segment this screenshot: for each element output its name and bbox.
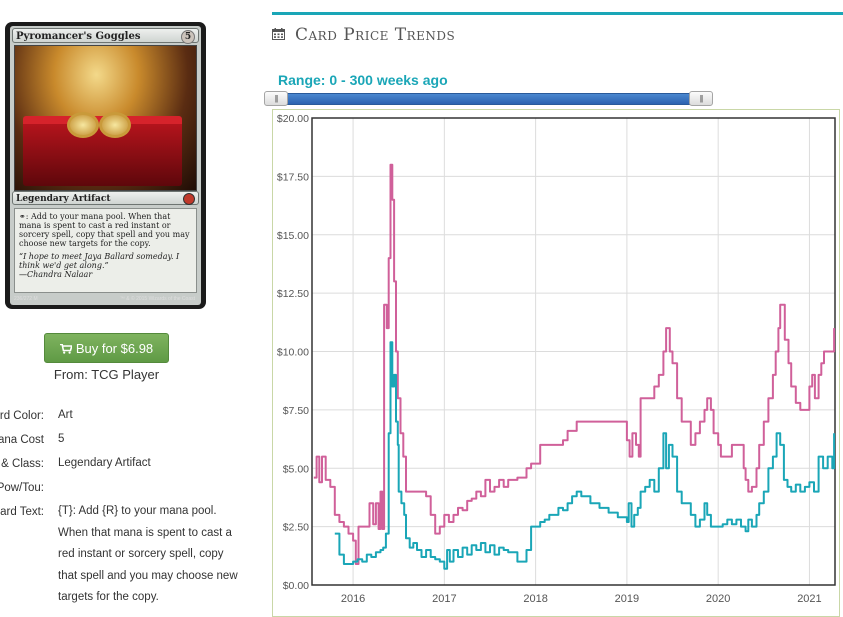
- buy-button-label: Buy for $6.98: [75, 341, 154, 356]
- detail-label: Pow/Tou:: [0, 482, 44, 494]
- card-type-line: Legendary Artifact: [16, 194, 111, 204]
- y-tick-label: $5.00: [283, 463, 309, 475]
- card-rules-text: ⚭: Add to your mana pool. When that mana…: [19, 212, 192, 248]
- detail-value: 5: [58, 433, 65, 445]
- y-tick-label: $0.00: [283, 580, 309, 592]
- card-title-bar: Pyromancer's Goggles 5: [12, 28, 199, 44]
- chart-series: [313, 163, 836, 570]
- card-collector-number: 236/272 M: [14, 296, 38, 302]
- detail-label: Type & Class:: [0, 458, 44, 470]
- detail-value: Art: [58, 409, 73, 421]
- chart-y-axis: $20.00 $17.50 $15.00 $12.50 $10.00 $7.50 $5.00…: [277, 113, 309, 592]
- range-label: Range: 0 - 300 weeks ago: [278, 72, 448, 88]
- set-symbol-icon: [183, 193, 195, 205]
- x-tick-label: 2017: [432, 593, 456, 605]
- detail-value: Legendary Artifact: [58, 457, 151, 469]
- card-name: Pyromancer's Goggles: [16, 31, 141, 42]
- card-copyright: ™ & © 2015 Wizards of the Coast: [119, 296, 195, 302]
- y-tick-label: $10.00: [277, 347, 309, 359]
- buy-button[interactable]: Buy for $6.98: [44, 333, 169, 363]
- card-type-bar: Legendary Artifact: [12, 191, 199, 205]
- y-tick-label: $2.50: [283, 522, 309, 534]
- price-series-line-1: [313, 163, 836, 565]
- detail-label: Card Color:: [0, 410, 44, 422]
- art-goggle-lens-left: [67, 112, 99, 138]
- card-flavor-attribution: —Chandra Nalaar: [19, 270, 93, 279]
- price-series-line-2: [334, 341, 836, 570]
- price-source: From: TCG Player: [53, 367, 160, 382]
- price-trend-chart: $20.00 $17.50 $15.00 $12.50 $10.00 $7.50 $5.00…: [277, 113, 836, 605]
- y-tick-label: $15.00: [277, 230, 309, 242]
- panel-title-text: Card Price Trends: [295, 25, 456, 45]
- range-slider-handle-start[interactable]: |||: [264, 91, 288, 106]
- shopping-cart-icon: [59, 344, 72, 354]
- card-footer: 236/272 M ™ & © 2015 Wizards of the Coas…: [14, 294, 197, 304]
- x-tick-label: 2018: [523, 593, 547, 605]
- detail-label: Mana Cost: [0, 434, 44, 446]
- y-tick-label: $12.50: [277, 288, 309, 300]
- chart-frame: [272, 109, 840, 617]
- y-tick-label: $7.50: [283, 405, 309, 417]
- range-slider-handle-end[interactable]: |||: [689, 91, 713, 106]
- tap-symbol-icon: ⚭: [19, 212, 26, 221]
- detail-value: {T}: Add {R} to your mana pool. When tha…: [58, 505, 238, 603]
- x-tick-label: 2021: [797, 593, 821, 605]
- card-artwork: [14, 45, 197, 191]
- art-goggle-lens-right: [99, 112, 131, 138]
- range-slider-track[interactable]: [268, 93, 709, 105]
- calendar-icon: [272, 28, 285, 40]
- panel-accent-line: [272, 12, 843, 15]
- card-flavor-text: “I hope to meet Jaya Ballard someday. I …: [19, 252, 180, 270]
- card-frame: Pyromancer's Goggles 5 Legendary Artifac…: [10, 26, 201, 305]
- card-text-box: ⚭: Add to your mana pool. When that mana…: [14, 208, 197, 293]
- chart-x-axis: 2016 2017 2018 2019 2020 2021: [341, 593, 822, 605]
- x-tick-label: 2016: [341, 593, 365, 605]
- panel-title: Card Price Trends: [272, 25, 455, 45]
- detail-label: Card Text:: [0, 506, 44, 518]
- x-tick-label: 2019: [615, 593, 639, 605]
- x-tick-label: 2020: [706, 593, 730, 605]
- card-image: Pyromancer's Goggles 5 Legendary Artifac…: [5, 22, 206, 309]
- y-tick-label: $20.00: [277, 113, 309, 125]
- card-rules-display: : Add to your mana pool. When that mana …: [19, 212, 190, 248]
- y-tick-label: $17.50: [277, 171, 309, 183]
- card-mana-cost: 5: [181, 30, 195, 44]
